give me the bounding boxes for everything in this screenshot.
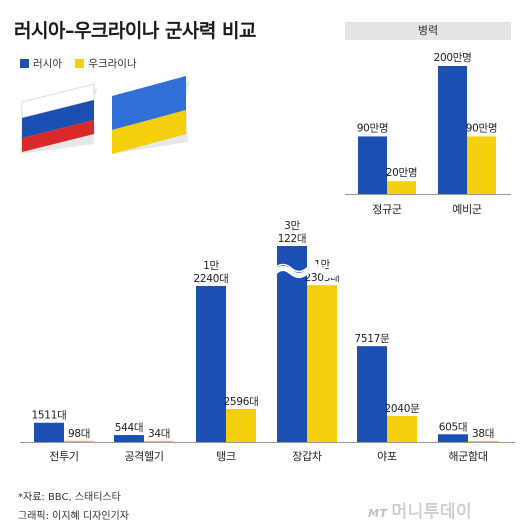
data-label-ukraine-4-line-0: 2040문 <box>385 403 421 415</box>
bar-russia-5 <box>438 434 468 442</box>
inset-data-label-russia-0: 90만명 <box>357 122 388 134</box>
graphic-credit: 그래픽: 이지혜 디자인기자 <box>18 511 129 522</box>
data-label-ukraine-2-line-0: 2596대 <box>224 396 259 408</box>
data-label-russia-3-line-1: 122대 <box>278 233 307 245</box>
data-label-russia-0-line-0: 1511대 <box>32 410 67 422</box>
x-tick-label-1: 공격헬기 <box>124 450 163 463</box>
x-tick-label-2: 탱크 <box>216 450 236 463</box>
axis-break-mark <box>274 263 340 273</box>
bar-russia-1 <box>114 435 144 442</box>
legend: 러시아 우크라이나 <box>20 56 147 71</box>
data-label-russia-4-line-0: 7517문 <box>355 333 391 345</box>
inset-bar-ukraine-0 <box>387 181 416 194</box>
bar-ukraine-3 <box>307 285 337 442</box>
bar-ukraine-5 <box>468 440 498 442</box>
inset-data-label-ukraine-1: 90만명 <box>466 122 497 134</box>
legend-swatch-russia <box>20 59 29 68</box>
x-tick-label-4: 야포 <box>377 450 397 463</box>
bar-ukraine-0 <box>64 440 94 442</box>
legend-label-ukraine: 우크라이나 <box>88 58 137 70</box>
bar-ukraine-2 <box>226 408 256 442</box>
data-label-russia-5-line-0: 605대 <box>439 421 468 433</box>
bar-russia-4 <box>357 346 387 442</box>
publisher-logo: MT 머니투데이 <box>368 497 472 522</box>
inset-title: 병력 <box>345 22 511 40</box>
inset-x-tick-label-1: 예비군 <box>452 203 482 216</box>
bar-russia-2 <box>196 286 226 442</box>
logo-text: 머니투데이 <box>391 502 473 522</box>
bar-russia-3 <box>277 246 307 442</box>
data-label-ukraine-0-line-0: 98대 <box>68 428 90 440</box>
source-note: *자료: BBC, 스태티스타 <box>18 492 121 503</box>
ukraine-flag <box>112 76 190 154</box>
logo-mark: MT <box>368 507 388 520</box>
inset-bar-ukraine-1 <box>467 136 496 194</box>
inset-data-label-russia-1: 200만명 <box>434 52 472 64</box>
x-tick-label-3: 장갑차 <box>292 450 322 463</box>
legend-swatch-ukraine <box>75 59 85 68</box>
legend-item-ukraine: 우크라이나 <box>75 56 137 71</box>
data-label-russia-3-line-0: 3만 <box>284 220 300 232</box>
bar-ukraine-1 <box>144 440 174 442</box>
x-tick-label-5: 해군함대 <box>448 449 487 463</box>
page-title: 러시아–우크라이나 군사력 비교 <box>14 20 256 42</box>
inset-bar-russia-1 <box>438 66 467 194</box>
x-tick-label-0: 전투기 <box>49 450 78 463</box>
data-label-russia-1-line-0: 544대 <box>115 422 144 434</box>
inset-data-label-ukraine-0: 20만명 <box>386 167 417 179</box>
data-label-ukraine-1-line-0: 34대 <box>148 428 170 440</box>
data-label-ukraine-5-line-0: 38대 <box>472 428 494 440</box>
legend-label-russia: 러시아 <box>33 58 62 70</box>
legend-item-russia: 러시아 <box>20 56 62 71</box>
bar-ukraine-4 <box>387 416 417 442</box>
bar-russia-0 <box>34 422 64 442</box>
inset-bar-russia-0 <box>358 136 387 194</box>
data-label-russia-2-line-1: 2240대 <box>194 273 229 285</box>
inset-x-tick-label-0: 정규군 <box>372 203 402 216</box>
axis-break-gap <box>273 266 341 278</box>
data-label-russia-2-line-0: 1만 <box>203 260 219 272</box>
russia-flag <box>20 83 98 154</box>
